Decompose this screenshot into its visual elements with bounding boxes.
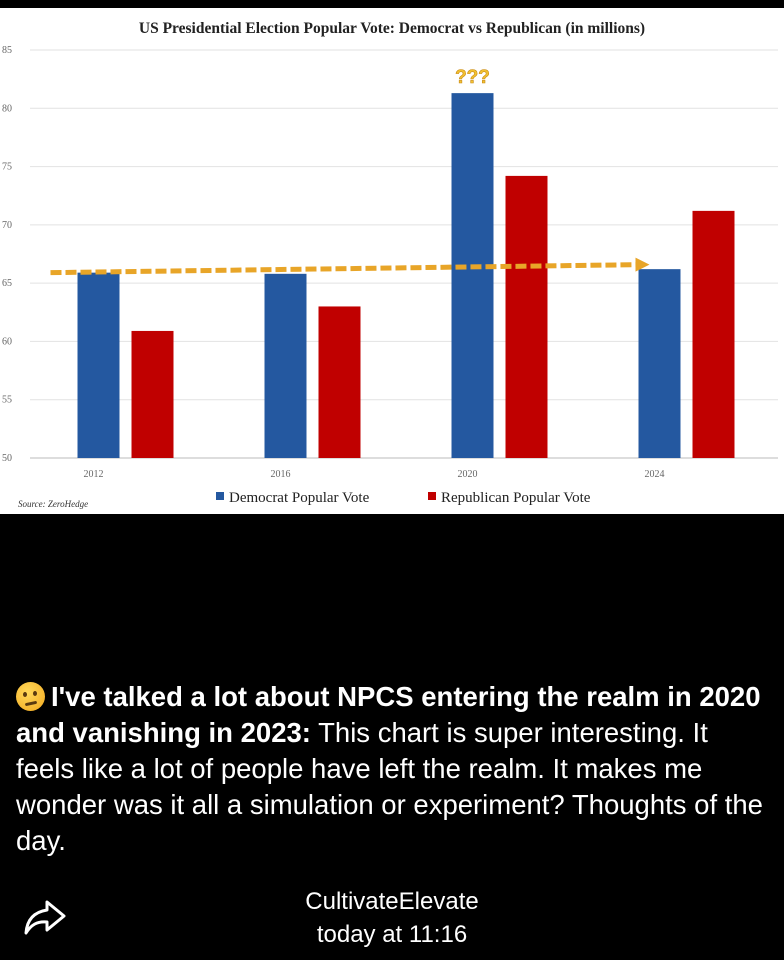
y-tick-label: 85 [2, 45, 12, 56]
bar-democrat-2024 [638, 269, 681, 458]
thinking-face-icon [16, 682, 45, 711]
bar-democrat-2016 [264, 273, 307, 458]
post-author[interactable]: CultivateElevate [305, 888, 479, 915]
legend-swatch [428, 492, 436, 500]
bar-democrat-2012 [77, 272, 120, 458]
bar-republican-2020 [505, 175, 548, 458]
post-timestamp: today at 11:16 [316, 921, 468, 948]
caption-bold-text: I've talked a lot about NPCS entering th… [16, 681, 761, 748]
post-caption: I've talked a lot about NPCS entering th… [16, 679, 772, 859]
legend-label: Republican Popular Vote [441, 490, 591, 506]
y-tick-label: 75 [2, 162, 12, 173]
bar-chart: US Presidential Election Popular Vote: D… [2, 20, 778, 509]
y-tick-label: 60 [2, 336, 12, 347]
y-tick-label: 50 [2, 453, 12, 464]
trend-arrowhead [635, 257, 650, 272]
share-arrow-icon[interactable] [22, 898, 68, 938]
y-tick-label: 65 [2, 278, 12, 289]
x-tick-label: 2020 [458, 469, 478, 480]
x-tick-label: 2016 [271, 469, 291, 480]
y-tick-label: 80 [2, 103, 12, 114]
legend-label: Democrat Popular Vote [229, 490, 370, 506]
y-tick-label: 55 [2, 395, 12, 406]
caption-text: This chart is super interesting. It feel… [16, 717, 763, 856]
chart-source: Source: ZeroHedge [18, 499, 88, 509]
x-tick-label: 2024 [645, 469, 665, 480]
chart-image: US Presidential Election Popular Vote: D… [0, 8, 784, 514]
question-annotation: ??? [455, 67, 490, 88]
x-tick-label: 2012 [84, 469, 104, 480]
legend-swatch [216, 492, 224, 500]
trend-arrow [50, 262, 638, 276]
chart-title: US Presidential Election Popular Vote: D… [139, 20, 645, 37]
bar-republican-2012 [131, 330, 174, 458]
bar-republican-2024 [692, 210, 735, 458]
y-tick-label: 70 [2, 220, 12, 231]
bar-democrat-2020 [451, 93, 494, 458]
bar-republican-2016 [318, 306, 361, 458]
